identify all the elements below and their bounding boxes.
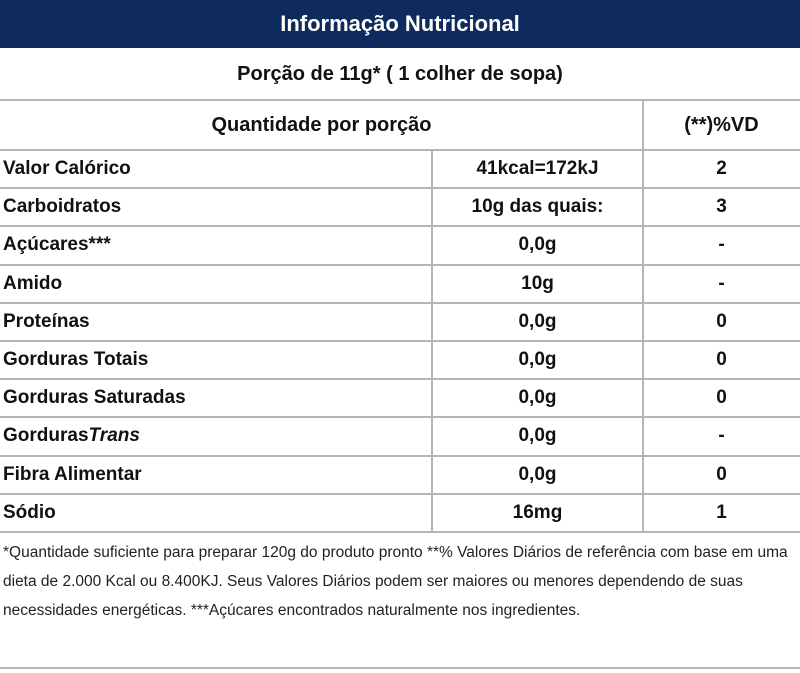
row-name: Açúcares*** (3, 226, 431, 264)
row-vd: 3 (716, 196, 727, 218)
row-name: Fibra Alimentar (3, 456, 431, 494)
grid-line (642, 100, 644, 532)
row-amount: 0,0g (518, 234, 557, 256)
name-text: Açúcares*** (3, 234, 111, 256)
row-name: Gorduras Totais (3, 341, 431, 379)
name-text: Gorduras (3, 425, 89, 447)
row-vd: 2 (716, 158, 727, 180)
row-name: Carboidratos (3, 188, 431, 226)
row-amount: 10g (521, 272, 554, 294)
name-text: Valor Calórico (3, 158, 131, 180)
grid-line (0, 416, 800, 419)
grid-line (0, 301, 800, 304)
row-vd: - (718, 234, 725, 256)
name-text: Gorduras Saturadas (3, 387, 186, 409)
row-name: Amido (3, 265, 431, 303)
grid-line (0, 492, 800, 495)
grid-line (0, 667, 800, 669)
row-name: Proteínas (3, 303, 431, 341)
row-amount: 0,0g (518, 425, 557, 447)
name-text: Proteínas (3, 310, 90, 332)
row-vd: 1 (716, 501, 727, 523)
grid-line (0, 454, 800, 457)
name-text: Gorduras Totais (3, 349, 149, 371)
row-vd: 0 (716, 310, 727, 332)
row-vd: - (718, 425, 725, 447)
grid-line (0, 149, 800, 151)
name-text: Amido (3, 272, 63, 294)
row-amount: 0,0g (518, 463, 557, 485)
name-italic: Trans (88, 425, 140, 447)
name-text: Sódio (3, 501, 56, 523)
row-vd: 0 (716, 349, 727, 371)
grid-line (0, 340, 800, 342)
grid-line (0, 378, 800, 381)
serving: Porção de 11g* ( 1 colher de sopa) (237, 62, 563, 85)
row-amount: 0,0g (518, 349, 557, 371)
grid-line (0, 263, 800, 266)
grid-line (0, 187, 800, 190)
row-name: Valor Calórico (3, 150, 431, 188)
name-text: Carboidratos (3, 196, 122, 218)
row-amount: 10g das quais: (471, 196, 604, 218)
grid-line (0, 99, 800, 101)
row-name: Sódio (3, 494, 431, 532)
row-vd: 0 (716, 463, 727, 485)
row-name: Gorduras Trans (3, 417, 431, 455)
row-vd: 0 (716, 387, 727, 409)
header-vd: (**)%VD (684, 113, 759, 136)
title: Informação Nutricional (0, 0, 800, 48)
row-amount: 0,0g (518, 387, 557, 409)
header-amount: Quantidade por porção (211, 113, 432, 136)
row-amount: 16mg (512, 501, 563, 523)
row-amount: 0,0g (518, 310, 557, 332)
name-text: Fibra Alimentar (3, 463, 142, 485)
footnote: *Quantidade suficiente para preparar 120… (3, 544, 788, 619)
row-name: Gorduras Saturadas (3, 379, 431, 417)
grid-line (0, 531, 800, 533)
grid-line (0, 225, 800, 228)
row-amount: 41kcal=172kJ (476, 158, 599, 180)
row-vd: - (718, 272, 725, 294)
